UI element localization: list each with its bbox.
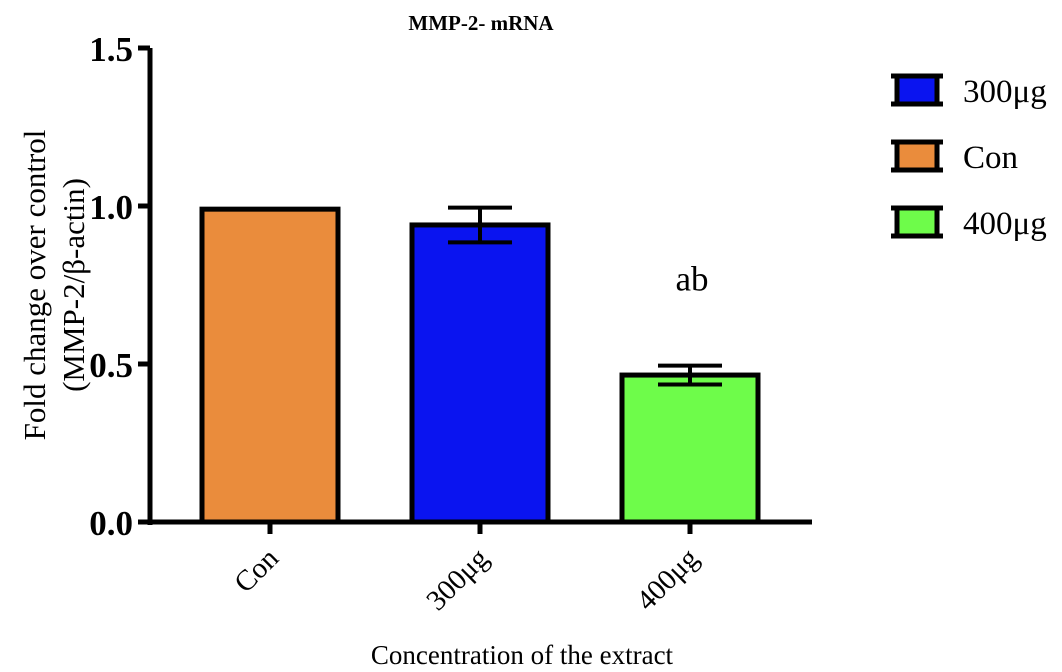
x-axis-ticks: Con 300μg 400μg xyxy=(228,522,705,617)
bar xyxy=(199,206,341,525)
bar xyxy=(409,222,551,525)
y-tick-label: 0.5 xyxy=(89,346,133,385)
bar xyxy=(619,372,761,525)
legend: 300μg Con 400μg xyxy=(891,73,1047,242)
y-axis-title-line-1: Fold change over control xyxy=(17,130,52,441)
y-tick-label: 1.0 xyxy=(89,188,133,227)
plot-area: ab xyxy=(199,205,761,525)
legend-item: 400μg xyxy=(891,205,1047,242)
y-axis-title: Fold change over control (MMP-2/β-actin) xyxy=(17,130,91,441)
legend-swatch xyxy=(894,205,940,239)
legend-swatch xyxy=(894,73,940,107)
legend-label: 300μg xyxy=(963,74,1047,110)
x-tick-label: 400μg xyxy=(630,542,705,617)
legend-item: Con xyxy=(891,139,1018,176)
x-tick-label: Con xyxy=(228,542,285,599)
significance-annotation: ab xyxy=(675,260,708,299)
x-axis-title: Concentration of the extract xyxy=(371,640,674,670)
x-tick-label: 300μg xyxy=(420,542,495,617)
y-axis-title-line-2: (MMP-2/β-actin) xyxy=(56,178,91,392)
legend-label: 400μg xyxy=(963,206,1047,242)
chart-title: MMP-2- mRNA xyxy=(408,11,554,35)
y-tick-label: 0.0 xyxy=(89,504,133,543)
y-tick-label: 1.5 xyxy=(89,30,133,69)
legend-label: Con xyxy=(963,140,1018,176)
y-axis-ticks: 0.0 0.5 1.0 1.5 xyxy=(89,30,150,543)
legend-item: 300μg xyxy=(891,73,1047,110)
legend-swatch xyxy=(894,139,940,173)
